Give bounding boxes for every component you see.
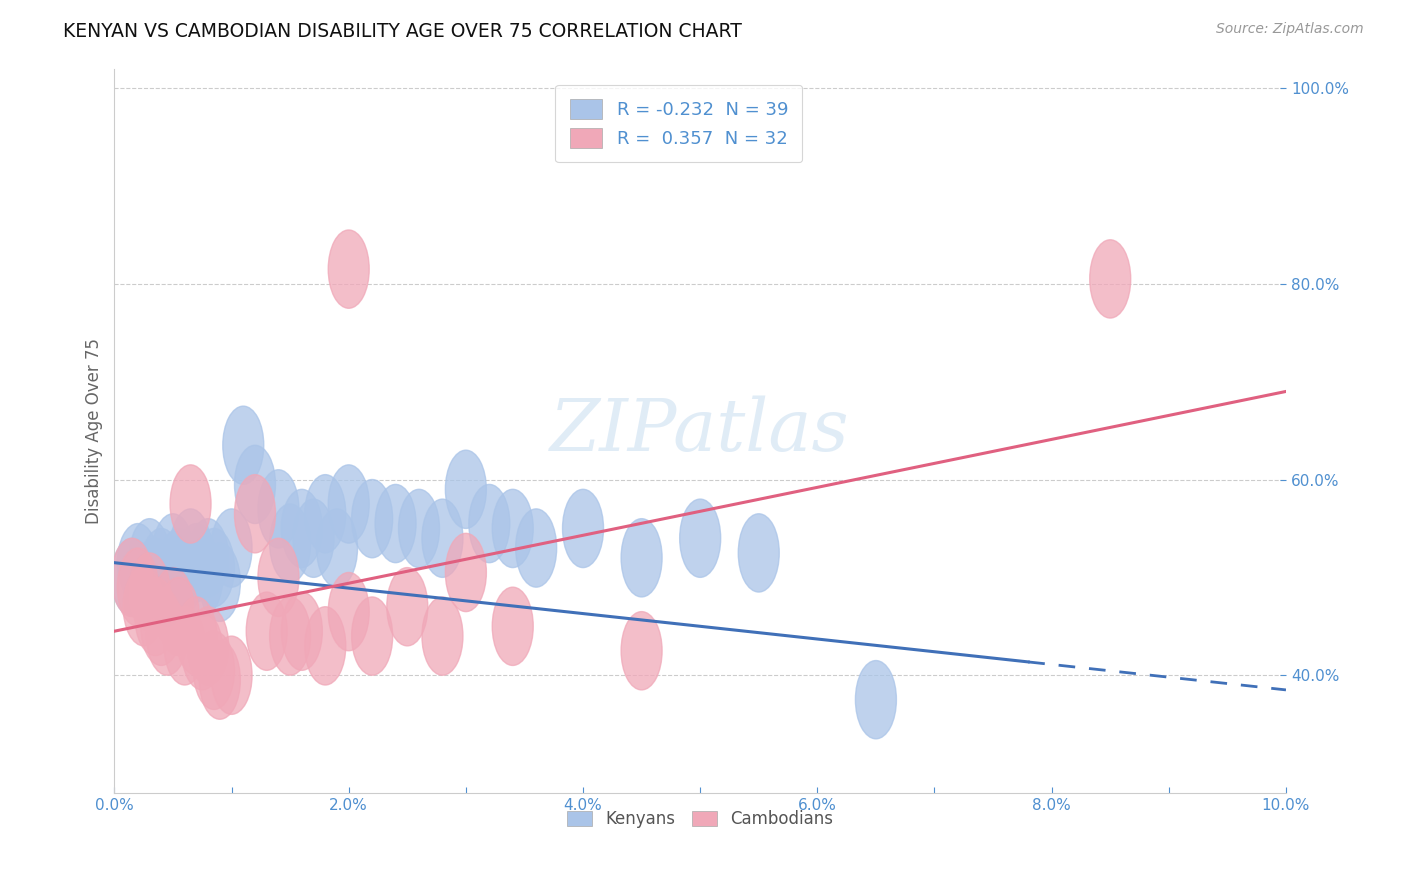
Ellipse shape [181,612,222,690]
Ellipse shape [352,597,392,675]
Ellipse shape [305,475,346,553]
Ellipse shape [211,636,252,714]
Ellipse shape [257,538,299,616]
Ellipse shape [117,548,159,626]
Ellipse shape [422,597,463,675]
Ellipse shape [152,567,194,646]
Ellipse shape [187,518,229,597]
Ellipse shape [159,528,200,607]
Ellipse shape [181,538,222,616]
Ellipse shape [446,533,486,612]
Ellipse shape [117,524,159,602]
Ellipse shape [375,484,416,563]
Ellipse shape [492,587,533,665]
Ellipse shape [257,470,299,548]
Ellipse shape [621,612,662,690]
Ellipse shape [165,607,205,685]
Ellipse shape [316,508,357,587]
Text: ZIPatlas: ZIPatlas [550,395,851,466]
Ellipse shape [200,543,240,622]
Ellipse shape [270,597,311,675]
Ellipse shape [422,500,463,577]
Ellipse shape [129,553,170,632]
Ellipse shape [270,504,311,582]
Ellipse shape [235,445,276,524]
Ellipse shape [738,514,779,592]
Y-axis label: Disability Age Over 75: Disability Age Over 75 [86,337,103,524]
Ellipse shape [187,607,229,685]
Ellipse shape [328,465,370,543]
Ellipse shape [492,490,533,567]
Ellipse shape [679,500,721,577]
Ellipse shape [176,597,217,675]
Ellipse shape [124,567,165,646]
Ellipse shape [165,533,205,612]
Ellipse shape [111,538,152,616]
Ellipse shape [352,480,392,558]
Ellipse shape [129,518,170,597]
Ellipse shape [281,490,322,567]
Ellipse shape [328,230,370,309]
Ellipse shape [159,577,200,656]
Ellipse shape [146,597,187,675]
Ellipse shape [176,524,217,602]
Legend: Kenyans, Cambodians: Kenyans, Cambodians [561,804,839,835]
Ellipse shape [398,490,440,567]
Ellipse shape [387,567,427,646]
Ellipse shape [200,641,240,719]
Ellipse shape [152,514,194,592]
Ellipse shape [194,528,235,607]
Ellipse shape [170,465,211,543]
Ellipse shape [516,508,557,587]
Ellipse shape [235,475,276,553]
Ellipse shape [222,406,264,484]
Ellipse shape [135,538,176,616]
Ellipse shape [468,484,510,563]
Ellipse shape [621,518,662,597]
Ellipse shape [170,508,211,587]
Ellipse shape [141,528,181,607]
Ellipse shape [328,573,370,651]
Ellipse shape [446,450,486,528]
Text: KENYAN VS CAMBODIAN DISABILITY AGE OVER 75 CORRELATION CHART: KENYAN VS CAMBODIAN DISABILITY AGE OVER … [63,22,742,41]
Ellipse shape [194,632,235,709]
Ellipse shape [146,548,187,626]
Ellipse shape [246,592,287,670]
Ellipse shape [562,490,603,567]
Text: Source: ZipAtlas.com: Source: ZipAtlas.com [1216,22,1364,37]
Ellipse shape [855,661,897,739]
Ellipse shape [1090,240,1130,318]
Ellipse shape [124,543,165,622]
Ellipse shape [111,538,152,616]
Ellipse shape [135,577,176,656]
Ellipse shape [281,592,322,670]
Ellipse shape [141,587,181,665]
Ellipse shape [211,508,252,587]
Ellipse shape [292,500,335,577]
Ellipse shape [305,607,346,685]
